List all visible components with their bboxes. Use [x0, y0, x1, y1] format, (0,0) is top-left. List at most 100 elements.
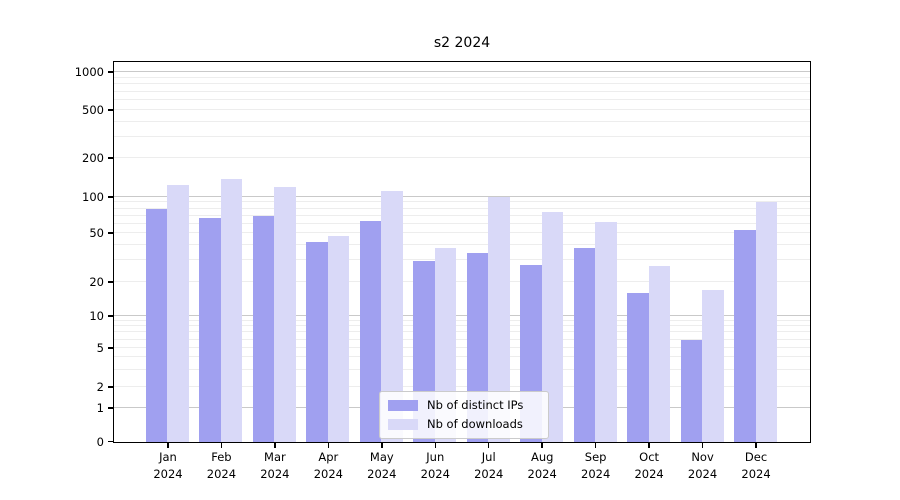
y-tick-label-200: 200: [82, 151, 104, 165]
y-tick-label-20: 20: [89, 275, 104, 289]
legend-label-downloads: Nb of downloads: [427, 417, 523, 431]
x-tick-mark-apr: [327, 443, 330, 448]
x-tick-label-jun: Jun 2024: [420, 450, 450, 481]
bar-downloads-oct: [648, 266, 671, 442]
gridline-600: [114, 99, 810, 100]
x-tick-mark-feb: [220, 443, 223, 448]
bar-downloads-jan: [167, 184, 189, 442]
y-tick-mark-50: [108, 232, 113, 234]
bar-downloads-sep: [595, 222, 617, 442]
gridline-8: [114, 325, 810, 327]
y-tick-label-100: 100: [82, 190, 104, 204]
gridline-80: [114, 207, 810, 209]
bar-downloads-mar: [274, 187, 296, 442]
x-tick-mark-jun: [434, 443, 437, 448]
x-tick-mark-sep: [594, 443, 597, 448]
y-tick-label-1: 1: [96, 401, 104, 415]
x-tick-label-mar: Mar 2024: [260, 450, 290, 481]
bar-distinct-ips-may: [359, 220, 382, 442]
gridline-5: [114, 347, 810, 348]
bar-downloads-apr: [327, 235, 350, 442]
y-tick-label-5: 5: [96, 341, 104, 355]
y-tick-label-1000: 1000: [74, 65, 104, 79]
y-tick-label-50: 50: [89, 226, 104, 240]
legend-label-distinct-ips: Nb of distinct IPs: [427, 398, 524, 412]
gridline-20: [114, 281, 810, 282]
x-tick-mark-aug: [541, 443, 543, 448]
gridline-2: [114, 386, 810, 387]
chart-title: s2 2024: [433, 35, 491, 51]
gridline-6: [114, 338, 810, 340]
bar-distinct-ips-feb: [199, 218, 221, 442]
y-tick-mark-500: [108, 109, 113, 111]
bar-downloads-jul: [488, 196, 510, 442]
x-tick-label-oct: Oct 2024: [634, 450, 664, 481]
gridline-1000: [114, 71, 810, 72]
gridline-400: [114, 120, 810, 122]
x-tick-label-nov: Nov 2024: [687, 450, 718, 481]
y-tick-mark-2: [108, 386, 113, 388]
y-tick-label-10: 10: [89, 309, 104, 323]
y-tick-mark-0: [108, 440, 113, 443]
bar-downloads-feb: [220, 179, 243, 442]
y-tick-mark-5: [108, 347, 113, 349]
x-tick-mark-nov: [701, 443, 704, 448]
legend-item-downloads: Nb of downloads: [380, 415, 548, 434]
legend-swatch-downloads: [388, 419, 418, 430]
x-tick-mark-oct: [648, 443, 650, 448]
gridline-700: [114, 90, 810, 92]
y-tick-mark-1: [108, 407, 113, 409]
bar-distinct-ips-jan: [145, 209, 168, 442]
gridline-900: [114, 76, 810, 78]
gridline-40: [114, 243, 810, 245]
x-tick-label-dec: Dec 2024: [741, 450, 771, 481]
y-tick-label-0: 0: [96, 434, 104, 449]
bar-distinct-ips-nov: [680, 340, 703, 442]
bar-distinct-ips-mar: [252, 216, 275, 442]
gridline-800: [114, 83, 810, 85]
gridline-500: [114, 109, 810, 110]
x-tick-label-aug: Aug 2024: [527, 450, 557, 481]
bar-downloads-dec: [755, 201, 778, 442]
gridline-300: [114, 135, 810, 137]
legend-swatch-distinct-ips: [388, 400, 418, 411]
legend: Nb of distinct IPs Nb of downloads: [379, 391, 549, 439]
plot-area: Nb of distinct IPs Nb of downloads: [113, 61, 811, 443]
y-tick-mark-20: [108, 281, 113, 283]
bar-distinct-ips-apr: [306, 241, 328, 442]
gridline-30: [114, 259, 810, 261]
bar-distinct-ips-sep: [573, 248, 596, 442]
y-tick-label-2: 2: [96, 380, 104, 394]
x-tick-label-jul: Jul 2024: [474, 450, 504, 481]
x-tick-label-feb: Feb 2024: [206, 450, 237, 481]
bar-downloads-nov: [702, 290, 724, 442]
gridline-90: [114, 201, 810, 203]
x-tick-mark-jan: [167, 443, 169, 448]
x-tick-label-jan: Jan 2024: [153, 450, 183, 481]
gridline-70: [114, 214, 810, 216]
gridline-3: [114, 368, 810, 370]
gridline-9: [114, 319, 810, 321]
x-tick-mark-dec: [755, 443, 757, 448]
x-tick-label-may: May 2024: [367, 450, 397, 481]
x-tick-mark-may: [381, 443, 383, 448]
y-tick-mark-1000: [108, 71, 113, 73]
gridline-4: [114, 356, 810, 358]
legend-item-distinct-ips: Nb of distinct IPs: [380, 396, 548, 415]
gridline-60: [114, 222, 810, 224]
y-tick-mark-200: [108, 157, 113, 159]
bar-downloads-may: [381, 191, 403, 442]
gridline-50: [114, 232, 810, 233]
y-tick-mark-10: [108, 315, 113, 317]
x-tick-mark-jul: [487, 443, 490, 448]
gridline-10: [114, 315, 810, 316]
gridline-200: [114, 157, 810, 158]
x-tick-mark-mar: [274, 443, 276, 448]
bar-distinct-ips-dec: [734, 230, 756, 442]
y-tick-mark-100: [108, 196, 113, 198]
gridline-100: [114, 196, 810, 197]
bar-distinct-ips-oct: [627, 293, 649, 442]
gridline-7: [114, 331, 810, 333]
y-tick-label-500: 500: [82, 103, 104, 117]
